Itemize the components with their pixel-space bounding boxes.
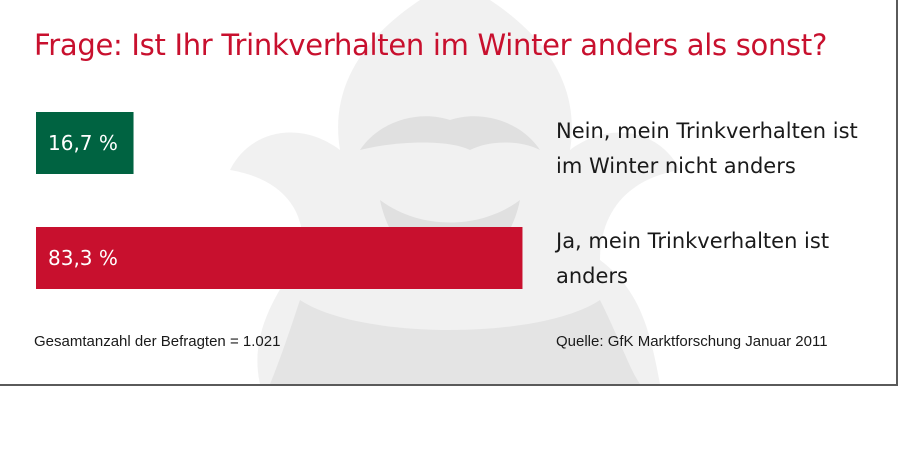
bar-chart: 16,7 % 83,3 %: [36, 112, 523, 289]
respondents-note: Gesamtanzahl der Befragten = 1.021: [34, 333, 281, 350]
bar-nein: [36, 112, 134, 174]
source-note: Quelle: GfK Marktforschung Januar 2011: [556, 333, 828, 350]
bar-value-label-nein: 16,7 %: [48, 131, 118, 155]
bar-ja: [36, 227, 523, 289]
bar-value-label-ja: 83,3 %: [48, 246, 118, 270]
chart-panel: Frage: Ist Ihr Trinkverhalten im Winter …: [0, 0, 898, 386]
chart-title: Frage: Ist Ihr Trinkverhalten im Winter …: [34, 28, 828, 62]
category-label-nein: Nein, mein Trinkverhalten ist im Winter …: [556, 119, 858, 178]
category-label-ja: Ja, mein Trinkverhalten ist anders: [556, 229, 830, 288]
